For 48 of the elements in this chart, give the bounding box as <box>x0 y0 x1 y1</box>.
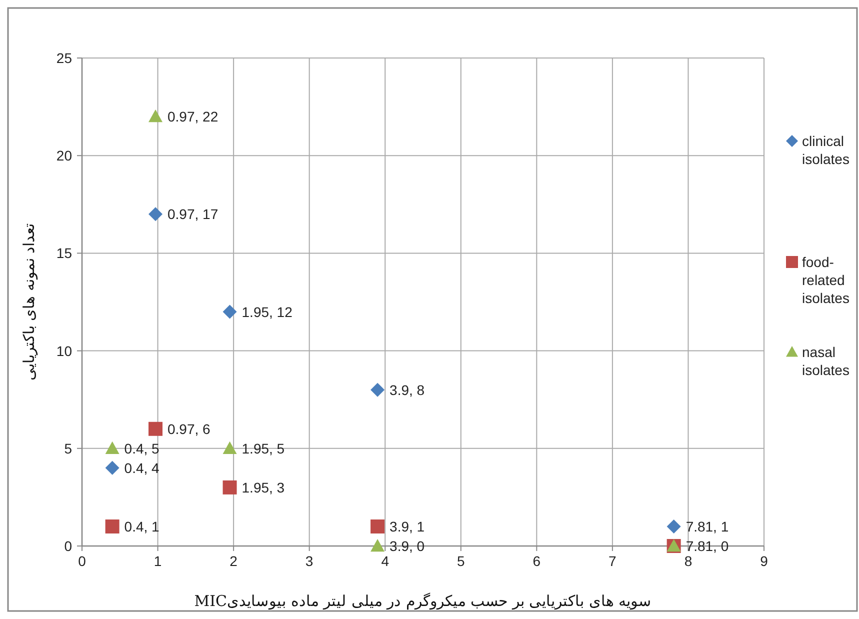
point <box>222 480 237 494</box>
point <box>148 422 163 436</box>
data-label: 0.97, 6 <box>168 420 211 437</box>
y-tick-label: 5 <box>64 440 72 456</box>
x-tick-label: 8 <box>684 553 692 569</box>
data-label: 7.81, 1 <box>686 518 729 534</box>
data-label: 1.95, 12 <box>242 304 293 320</box>
point <box>222 304 237 319</box>
point <box>222 441 237 454</box>
point <box>105 460 120 475</box>
y-tick-label: 0 <box>64 538 72 554</box>
y-axis-title: تعداد نمونه های باکتریایی <box>20 223 38 381</box>
point <box>105 441 120 454</box>
x-tick-label: 4 <box>381 553 390 569</box>
y-tick-label: 20 <box>56 148 72 164</box>
point <box>148 110 163 122</box>
x-tick-label: 9 <box>760 553 768 569</box>
point <box>666 519 681 534</box>
y-tick-label: 10 <box>56 342 72 359</box>
data-label: 1.95, 3 <box>242 479 285 496</box>
y-tick-label: 25 <box>56 50 72 66</box>
data-label: 0.4, 4 <box>124 460 160 476</box>
point <box>105 519 120 534</box>
x-tick-label: 1 <box>154 553 162 569</box>
y-tick-label: 15 <box>56 245 72 262</box>
data-label: 7.81, 0 <box>686 538 729 554</box>
x-tick-label: 6 <box>532 553 541 569</box>
x-tick-label: 0 <box>78 553 86 569</box>
data-label: 3.9, 1 <box>390 518 425 534</box>
data-label: 3.9, 8 <box>390 382 425 398</box>
point <box>148 207 163 222</box>
data-label: 1.95, 5 <box>242 440 285 456</box>
x-tick-label: 3 <box>305 553 314 569</box>
x-tick-label: 7 <box>608 553 617 569</box>
data-label: 0.4, 1 <box>124 518 160 534</box>
legend-label: clinical isolates <box>802 133 850 167</box>
legend-label: food-related isolates <box>802 254 850 306</box>
x-axis-title: MICسویه های باکتریایی بر حسب میکروگرم در میلی لیتر ماده بیوسایدی <box>194 592 652 610</box>
point <box>370 519 385 534</box>
point <box>370 382 385 397</box>
legend-label: nasal isolates <box>802 344 850 378</box>
x-tick-label: 5 <box>456 553 465 569</box>
x-tick-label: 2 <box>230 553 238 569</box>
data-label: 3.9, 0 <box>390 538 425 554</box>
data-label: 0.97, 17 <box>168 206 218 222</box>
point <box>370 539 385 552</box>
data-label: 0.4, 5 <box>124 440 160 456</box>
data-label: 0.97, 22 <box>168 108 218 125</box>
